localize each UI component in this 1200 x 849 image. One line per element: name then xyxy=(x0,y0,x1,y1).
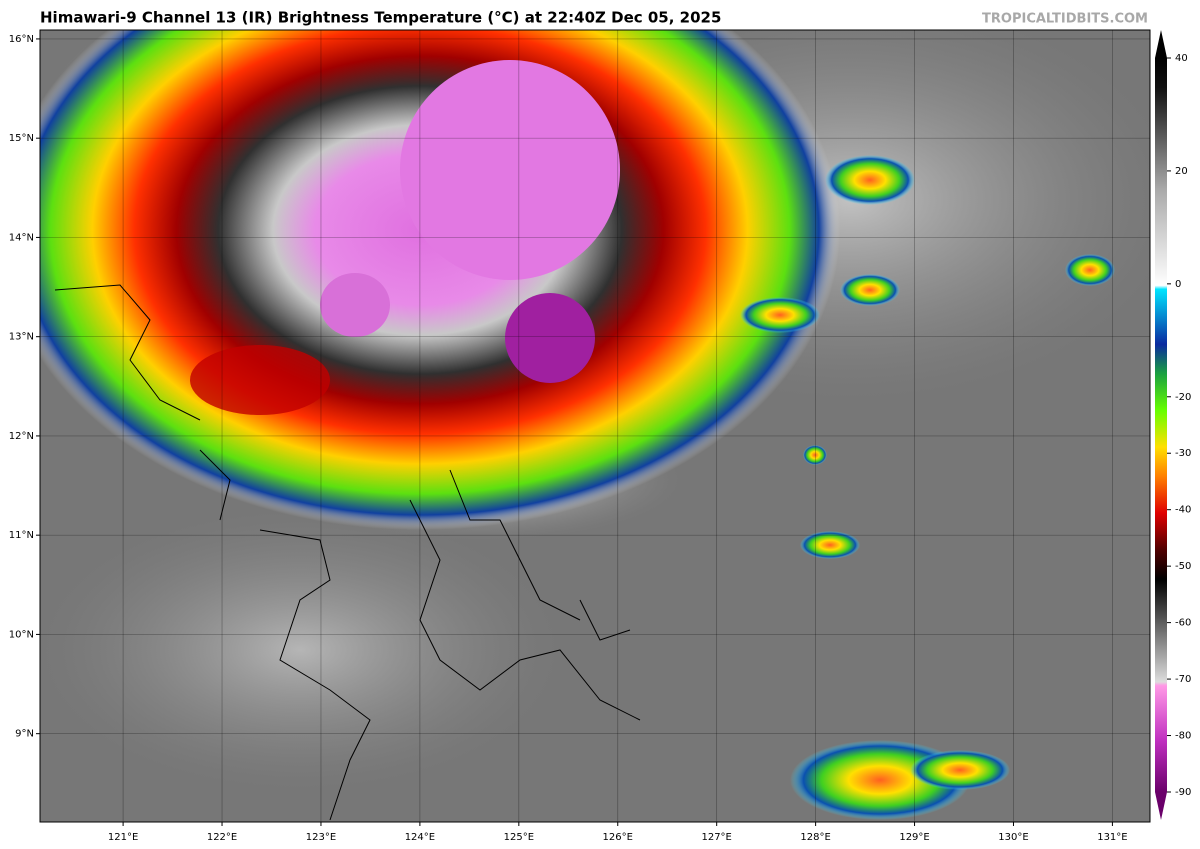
colorbar-extend xyxy=(1155,792,1167,820)
colorbar-label: 0 xyxy=(1175,279,1181,290)
lon-label: 126°E xyxy=(603,832,633,843)
title: Himawari-9 Channel 13 (IR) Brightness Te… xyxy=(40,9,721,27)
colorbar xyxy=(1155,58,1167,792)
lon-label: 124°E xyxy=(405,832,435,843)
colorbar-label: -50 xyxy=(1175,561,1191,572)
lat-label: 14°N xyxy=(9,232,34,243)
colorbar-label: -40 xyxy=(1175,505,1191,516)
lat-label: 13°N xyxy=(9,332,34,343)
colorbar-label: -90 xyxy=(1175,787,1191,798)
lat-label: 12°N xyxy=(9,431,34,442)
colorbar-label: -30 xyxy=(1175,448,1191,459)
lon-label: 130°E xyxy=(998,832,1028,843)
colorbar-label: 20 xyxy=(1175,166,1188,177)
satellite-image xyxy=(40,30,1150,822)
lat-label: 15°N xyxy=(9,133,34,144)
colorbar-extend xyxy=(1155,30,1167,58)
lon-label: 121°E xyxy=(108,832,138,843)
credit: TROPICALTIDBITS.COM xyxy=(982,12,1148,27)
lat-label: 16°N xyxy=(9,34,34,45)
lon-label: 123°E xyxy=(306,832,336,843)
map-frame xyxy=(39,29,1151,823)
lon-label: 128°E xyxy=(800,832,830,843)
lat-label: 9°N xyxy=(15,729,34,740)
lat-label: 11°N xyxy=(9,530,34,541)
colorbar-label: -20 xyxy=(1175,392,1191,403)
colorbar-label: -80 xyxy=(1175,731,1191,742)
colorbar-label: 40 xyxy=(1175,53,1188,64)
lon-label: 125°E xyxy=(504,832,534,843)
lon-label: 127°E xyxy=(701,832,731,843)
lon-label: 131°E xyxy=(1097,832,1127,843)
colorbar-label: -60 xyxy=(1175,618,1191,629)
colorbar-label: -70 xyxy=(1175,674,1191,685)
lon-label: 122°E xyxy=(207,832,237,843)
lon-label: 129°E xyxy=(899,832,929,843)
lat-label: 10°N xyxy=(9,629,34,640)
